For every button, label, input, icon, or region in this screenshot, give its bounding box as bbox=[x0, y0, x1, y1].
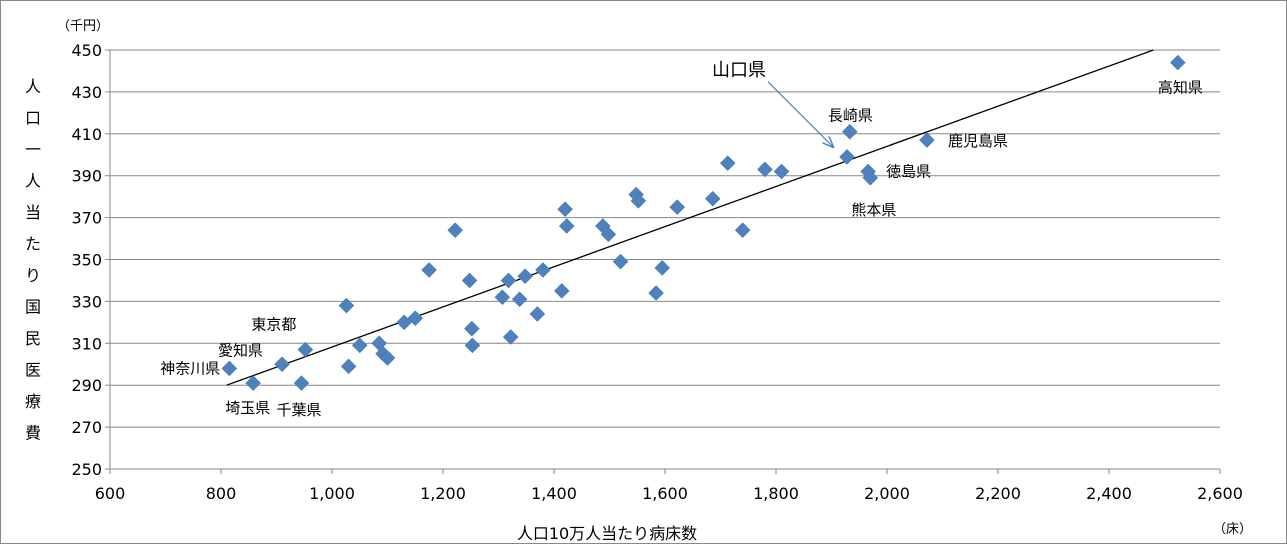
data-point bbox=[421, 262, 437, 278]
point-label: 神奈川県 bbox=[160, 359, 220, 377]
x-tick-label: 1,600 bbox=[642, 484, 688, 503]
y-tick-label: 430 bbox=[71, 83, 102, 102]
data-point bbox=[351, 337, 368, 354]
x-tick-label: 1,200 bbox=[420, 484, 466, 503]
point-label: 高知県 bbox=[1158, 79, 1203, 97]
data-point bbox=[535, 262, 551, 278]
callout-group: 山口県 bbox=[712, 60, 833, 147]
axes bbox=[109, 50, 1220, 470]
data-point bbox=[757, 161, 773, 178]
point-label: 愛知県 bbox=[218, 341, 263, 359]
y-axis-title: 人口一人当たり国民医療費 bbox=[25, 77, 41, 443]
data-point bbox=[557, 201, 573, 218]
x-tick-label: 800 bbox=[206, 484, 237, 503]
data-point bbox=[464, 337, 481, 354]
y-tick-label: 450 bbox=[71, 41, 102, 60]
gridlines bbox=[105, 49, 1221, 474]
data-point bbox=[529, 306, 546, 322]
data-point bbox=[669, 199, 686, 215]
x-tick-label: 2,200 bbox=[975, 484, 1021, 503]
data-point bbox=[274, 356, 290, 373]
x-tick-label: 2,600 bbox=[1197, 484, 1243, 503]
data-point bbox=[379, 350, 396, 366]
data-point bbox=[654, 260, 671, 276]
data-point bbox=[494, 289, 511, 306]
y-tick-label: 410 bbox=[71, 125, 102, 144]
data-point bbox=[704, 190, 721, 207]
y-tick-label: 270 bbox=[71, 418, 102, 437]
point-label: 千葉県 bbox=[276, 401, 321, 419]
callout-label: 山口県 bbox=[712, 60, 766, 81]
point-label: 徳島県 bbox=[886, 163, 931, 181]
y-tick-labels: 250 270 290 310 330 350 370 390 410 430 450 bbox=[71, 41, 102, 479]
data-point bbox=[862, 169, 879, 186]
data-points bbox=[221, 54, 1186, 391]
y-unit-label: （千円） bbox=[57, 19, 109, 34]
y-tick-label: 290 bbox=[71, 376, 102, 395]
point-label: 熊本県 bbox=[851, 201, 896, 219]
y-tick-label: 370 bbox=[71, 209, 102, 228]
data-point bbox=[502, 329, 519, 345]
data-point bbox=[773, 163, 790, 180]
data-point bbox=[612, 253, 629, 270]
data-point bbox=[839, 148, 855, 165]
trendline bbox=[226, 49, 1154, 386]
x-tick-label: 1,400 bbox=[531, 484, 577, 503]
data-point bbox=[919, 132, 935, 148]
data-point bbox=[245, 375, 262, 391]
data-point bbox=[511, 291, 528, 308]
x-tick-label: 1,800 bbox=[753, 484, 799, 503]
x-tick-labels: 600 800 1,000 1,200 1,400 1,600 1,800 2,000 2,20… bbox=[95, 484, 1243, 503]
data-point bbox=[648, 285, 664, 301]
y-tick-label: 250 bbox=[71, 460, 102, 479]
data-point bbox=[293, 375, 310, 391]
data-point bbox=[407, 310, 424, 327]
y-tick-label: 350 bbox=[71, 251, 102, 270]
trendline-group bbox=[226, 49, 1154, 386]
x-tick-label: 2,400 bbox=[1086, 484, 1132, 503]
point-label: 長崎県 bbox=[828, 107, 873, 125]
x-tick-label: 2,000 bbox=[864, 484, 910, 503]
data-point bbox=[221, 360, 238, 377]
point-label: 鹿児島県 bbox=[948, 132, 1008, 150]
callout-arrow bbox=[767, 81, 833, 147]
data-point bbox=[340, 358, 357, 375]
x-axis-title: 人口10万人当たり病床数 bbox=[517, 524, 697, 543]
point-label: 埼玉県 bbox=[225, 399, 270, 417]
data-point bbox=[600, 226, 617, 243]
data-point bbox=[630, 192, 647, 209]
data-point bbox=[734, 222, 751, 239]
data-point bbox=[841, 123, 858, 140]
data-point bbox=[719, 155, 736, 171]
x-tick-label: 600 bbox=[95, 484, 126, 503]
data-point bbox=[447, 222, 464, 239]
x-tick-label: 1,000 bbox=[309, 484, 355, 503]
x-unit-label: （床） bbox=[1213, 522, 1252, 537]
y-tick-label: 390 bbox=[71, 167, 102, 186]
data-point bbox=[1169, 54, 1186, 71]
data-point bbox=[461, 272, 478, 289]
data-point bbox=[338, 297, 355, 314]
point-label: 東京都 bbox=[251, 316, 296, 334]
data-point bbox=[558, 218, 575, 234]
data-point bbox=[553, 283, 570, 299]
y-tick-label: 330 bbox=[71, 292, 102, 311]
data-point bbox=[464, 320, 480, 337]
y-tick-label: 310 bbox=[71, 334, 102, 353]
data-point bbox=[500, 272, 517, 289]
data-point bbox=[517, 268, 533, 285]
data-point bbox=[297, 341, 314, 358]
